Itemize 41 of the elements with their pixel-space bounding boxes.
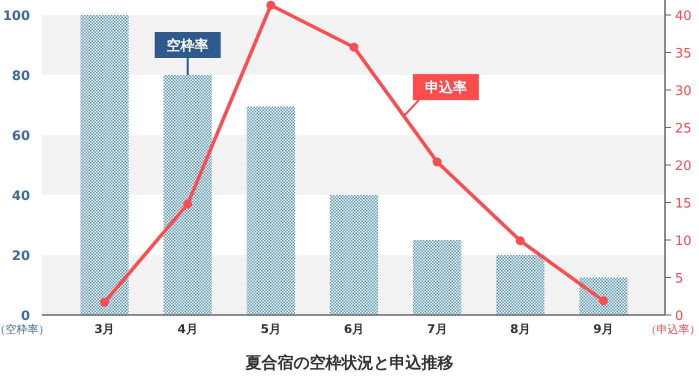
y2-tick-label: 5 xyxy=(675,272,684,286)
bar xyxy=(330,195,378,315)
x-tick-label: 9月 xyxy=(593,322,614,336)
x-tick-label: 7月 xyxy=(426,322,448,336)
series-label: 空枠率 xyxy=(166,37,209,54)
bar xyxy=(579,278,628,315)
y2-axis-title: （申込率） xyxy=(646,323,699,336)
bar xyxy=(80,15,129,315)
point xyxy=(100,298,110,307)
y2-tick-label: 20 xyxy=(675,159,692,174)
y-tick-label: 20 xyxy=(12,249,30,264)
x-tick-label: 8月 xyxy=(510,322,530,336)
point xyxy=(266,0,276,10)
x-tick-label: 3月 xyxy=(94,322,115,336)
y2-tick-label: 0 xyxy=(675,309,684,324)
y2-tick-label: 15 xyxy=(675,196,692,212)
y2-tick-label: 30 xyxy=(675,84,692,99)
y-tick-label: 0 xyxy=(20,309,30,324)
bar xyxy=(496,255,544,315)
bar xyxy=(246,106,295,315)
point xyxy=(516,236,525,246)
y2-tick-label: 35 xyxy=(675,46,692,62)
text: 申込率 xyxy=(424,79,467,96)
point xyxy=(598,296,608,306)
y2-tick-label: 25 xyxy=(675,122,692,136)
text: 夏合宿の空枠状況と申込推移 xyxy=(244,353,454,372)
bar xyxy=(164,75,212,315)
y2-tick-label: 40 xyxy=(675,9,692,24)
x-tick-label: 6月 xyxy=(344,322,364,336)
y-tick-label: 40 xyxy=(12,189,30,204)
bar xyxy=(413,240,462,315)
point xyxy=(350,42,358,52)
point xyxy=(183,200,192,208)
y-tick-label: 100 xyxy=(2,9,30,24)
point xyxy=(432,158,442,166)
y2-tick-label: 10 xyxy=(675,234,692,249)
y-tick-label: 80 xyxy=(12,69,30,84)
y-tick-label: 60 xyxy=(12,129,30,144)
x-tick-label: 4月 xyxy=(178,322,198,336)
x-tick-label: 5月 xyxy=(260,322,282,336)
y-axis-title: （空枠率） xyxy=(0,323,50,336)
